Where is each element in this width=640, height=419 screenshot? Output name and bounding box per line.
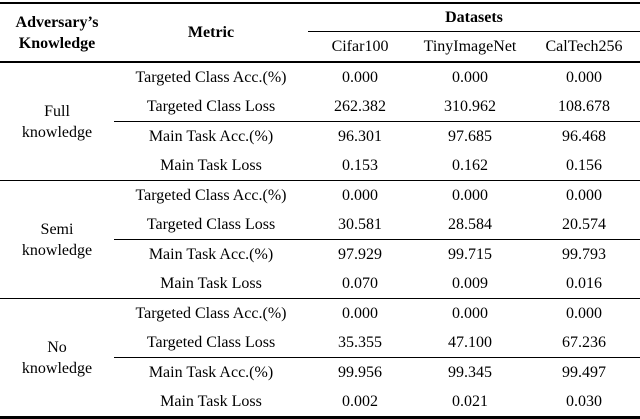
table-row: Targeted Class Loss 30.581 28.584 20.574 xyxy=(0,210,640,240)
table-row: Targeted Class Loss 35.355 47.100 67.236 xyxy=(0,328,640,358)
table-row: Targeted Class Loss 262.382 310.962 108.… xyxy=(0,92,640,122)
value-cell: 0.153 xyxy=(342,156,378,174)
value-cell: 108.678 xyxy=(528,92,640,122)
value-cell: 0.030 xyxy=(566,392,602,410)
value-cell: 0.002 xyxy=(342,392,378,410)
knowledge-cell-semi: Semi knowledge xyxy=(0,180,114,299)
table-row: Main Task Acc.(%) 97.929 99.715 99.793 xyxy=(0,240,640,270)
header-knowledge-line-2: Knowledge xyxy=(18,34,96,52)
knowledge-line-1: Semi xyxy=(40,220,74,238)
value-cell: 0.016 xyxy=(566,274,602,292)
group-full-knowledge: Full knowledge Targeted Class Acc.(%) 0.… xyxy=(0,61,640,181)
header-knowledge-line-1: Adversary’s xyxy=(15,13,99,31)
knowledge-cell-no: No knowledge xyxy=(0,298,114,418)
table-row: Main Task Loss 0.070 0.009 0.016 xyxy=(0,269,640,299)
table-row: Full knowledge Targeted Class Acc.(%) 0.… xyxy=(0,61,640,181)
value-cell: 0.000 xyxy=(528,298,640,328)
value-cell: 0.070 xyxy=(342,274,378,292)
metric-label: Main Task Loss xyxy=(160,274,262,292)
column-header-caltech256: CalTech256 xyxy=(528,31,640,63)
table-row: Main Task Acc.(%) 96.301 97.685 96.468 xyxy=(0,122,640,152)
header-row-2: Cifar100 TinyImageNet CalTech256 xyxy=(0,31,640,63)
knowledge-cell-full: Full knowledge xyxy=(0,61,114,181)
value-cell: 0.000 xyxy=(308,298,412,328)
metric-label: Main Task Acc.(%) xyxy=(148,245,274,263)
column-header-metric: Metric xyxy=(114,2,308,63)
table-row: Main Task Loss 0.002 0.021 0.030 xyxy=(0,387,640,418)
value-cell: 0.000 xyxy=(412,61,528,92)
value-cell: 47.100 xyxy=(412,328,528,358)
table-header: Adversary’s Knowledge Metric Datasets Ci… xyxy=(0,2,640,63)
value-cell: 67.236 xyxy=(528,328,640,358)
metric-label: Main Task Loss xyxy=(160,156,262,174)
value-cell: 99.345 xyxy=(448,363,492,381)
metric-label: Targeted Class Acc.(%) xyxy=(114,298,308,328)
value-cell: 96.301 xyxy=(338,127,382,145)
value-cell: 97.685 xyxy=(448,127,492,145)
metric-label: Targeted Class Acc.(%) xyxy=(114,61,308,92)
table-row: Main Task Loss 0.153 0.162 0.156 xyxy=(0,151,640,181)
value-cell: 28.584 xyxy=(412,210,528,240)
value-cell: 0.000 xyxy=(308,180,412,210)
value-cell: 97.929 xyxy=(338,245,382,263)
knowledge-line-1: Full xyxy=(44,102,70,120)
table-row: Semi knowledge Targeted Class Acc.(%) 0.… xyxy=(0,180,640,299)
value-cell: 0.000 xyxy=(528,61,640,92)
knowledge-line-2: knowledge xyxy=(21,241,93,259)
column-header-tinyimagenet: TinyImageNet xyxy=(412,31,528,63)
value-cell: 0.021 xyxy=(452,392,488,410)
metric-label: Main Task Loss xyxy=(160,392,262,410)
value-cell: 310.962 xyxy=(412,92,528,122)
table-row: Main Task Acc.(%) 99.956 99.345 99.497 xyxy=(0,358,640,388)
knowledge-line-1: No xyxy=(47,338,67,356)
column-header-cifar100: Cifar100 xyxy=(308,31,412,63)
metric-label: Main Task Acc.(%) xyxy=(148,363,274,381)
metric-label: Targeted Class Loss xyxy=(114,210,308,240)
value-cell: 0.000 xyxy=(528,180,640,210)
value-cell: 0.162 xyxy=(452,156,488,174)
metric-label: Targeted Class Acc.(%) xyxy=(114,180,308,210)
value-cell: 0.000 xyxy=(412,298,528,328)
value-cell: 0.156 xyxy=(566,156,602,174)
value-cell: 35.355 xyxy=(308,328,412,358)
value-cell: 0.000 xyxy=(308,61,412,92)
group-semi-knowledge: Semi knowledge Targeted Class Acc.(%) 0.… xyxy=(0,180,640,299)
value-cell: 0.009 xyxy=(452,274,488,292)
value-cell: 99.497 xyxy=(562,363,606,381)
value-cell: 30.581 xyxy=(308,210,412,240)
table-row: No knowledge Targeted Class Acc.(%) 0.00… xyxy=(0,298,640,418)
metric-label: Targeted Class Loss xyxy=(114,328,308,358)
value-cell: 0.000 xyxy=(412,180,528,210)
metric-label: Main Task Acc.(%) xyxy=(148,127,274,145)
value-cell: 20.574 xyxy=(528,210,640,240)
value-cell: 99.956 xyxy=(338,363,382,381)
value-cell: 99.715 xyxy=(448,245,492,263)
value-cell: 99.793 xyxy=(562,245,606,263)
value-cell: 96.468 xyxy=(562,127,606,145)
knowledge-line-2: knowledge xyxy=(21,359,93,377)
column-header-datasets: Datasets xyxy=(308,2,640,32)
knowledge-line-2: knowledge xyxy=(21,123,93,141)
value-cell: 262.382 xyxy=(308,92,412,122)
group-no-knowledge: No knowledge Targeted Class Acc.(%) 0.00… xyxy=(0,298,640,418)
column-header-adversarys-knowledge: Adversary’s Knowledge xyxy=(0,2,114,63)
metric-label: Targeted Class Loss xyxy=(114,92,308,122)
header-row-1: Adversary’s Knowledge Metric Datasets xyxy=(0,2,640,63)
